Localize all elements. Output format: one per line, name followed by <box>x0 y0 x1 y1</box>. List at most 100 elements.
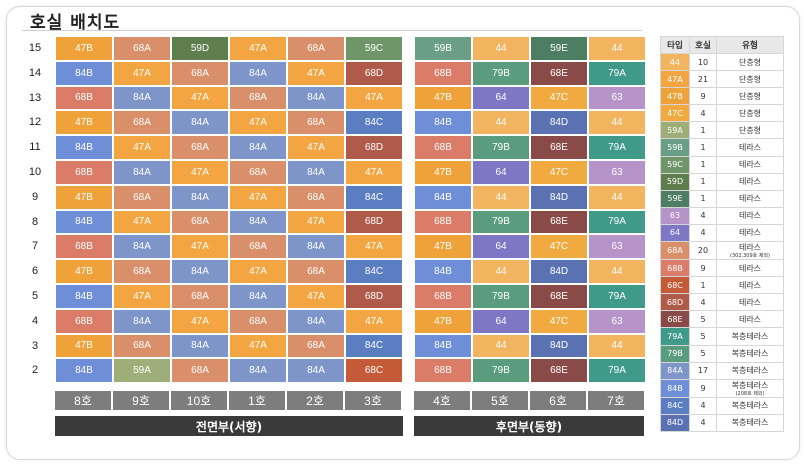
room-cell[interactable]: 47A <box>171 308 229 334</box>
room-cell[interactable]: 68C <box>345 358 403 384</box>
room-cell[interactable]: 68A <box>113 259 171 284</box>
room-cell[interactable]: 84A <box>113 85 171 111</box>
room-cell[interactable]: 47A <box>113 135 171 160</box>
room-cell[interactable]: 84C <box>345 184 403 210</box>
room-cell[interactable]: 64 <box>472 308 530 334</box>
room-cell[interactable]: 84A <box>229 135 287 160</box>
room-cell[interactable]: 84D <box>530 110 588 136</box>
room-cell[interactable]: 68B <box>414 135 472 160</box>
room-cell[interactable]: 47A <box>345 234 403 260</box>
room-cell[interactable]: 47A <box>171 160 229 185</box>
room-cell[interactable]: 84A <box>171 184 229 210</box>
room-cell[interactable]: 47A <box>113 284 171 309</box>
room-cell[interactable]: 68B <box>414 284 472 309</box>
room-cell[interactable]: 68B <box>414 60 472 86</box>
room-cell[interactable]: 84A <box>229 209 287 235</box>
room-cell[interactable]: 68E <box>530 358 588 384</box>
room-cell[interactable]: 47C <box>530 160 588 185</box>
room-cell[interactable]: 64 <box>472 160 530 185</box>
room-cell[interactable]: 47A <box>229 259 287 284</box>
room-cell[interactable]: 44 <box>472 184 530 210</box>
room-cell[interactable]: 47B <box>414 160 472 185</box>
room-cell[interactable]: 84B <box>55 60 113 86</box>
room-cell[interactable]: 47B <box>414 234 472 260</box>
room-cell[interactable]: 79B <box>472 60 530 86</box>
room-cell[interactable]: 84A <box>229 60 287 86</box>
room-cell[interactable]: 68D <box>345 135 403 160</box>
room-cell[interactable]: 63 <box>588 85 646 111</box>
room-cell[interactable]: 68A <box>229 160 287 185</box>
room-cell[interactable]: 68E <box>530 135 588 160</box>
room-cell[interactable]: 47C <box>530 234 588 260</box>
room-cell[interactable]: 68B <box>414 358 472 384</box>
room-cell[interactable]: 84B <box>414 259 472 284</box>
room-cell[interactable]: 84A <box>171 333 229 359</box>
room-cell[interactable]: 44 <box>588 259 646 284</box>
room-cell[interactable]: 84B <box>55 135 113 160</box>
room-cell[interactable]: 79A <box>588 60 646 86</box>
room-cell[interactable]: 68E <box>530 60 588 86</box>
room-cell[interactable]: 84A <box>287 160 345 185</box>
room-cell[interactable]: 59B <box>414 36 472 61</box>
room-cell[interactable]: 68A <box>287 110 345 136</box>
room-cell[interactable]: 47A <box>171 85 229 111</box>
room-cell[interactable]: 68E <box>530 209 588 235</box>
room-cell[interactable]: 47B <box>55 259 113 284</box>
room-cell[interactable]: 84D <box>530 259 588 284</box>
room-cell[interactable]: 68A <box>287 184 345 210</box>
room-cell[interactable]: 44 <box>472 36 530 61</box>
room-cell[interactable]: 84A <box>171 110 229 136</box>
room-cell[interactable]: 47A <box>113 209 171 235</box>
room-cell[interactable]: 84B <box>414 110 472 136</box>
room-cell[interactable]: 47A <box>229 110 287 136</box>
room-cell[interactable]: 63 <box>588 234 646 260</box>
room-cell[interactable]: 47A <box>229 36 287 61</box>
room-cell[interactable]: 84A <box>113 308 171 334</box>
room-cell[interactable]: 59E <box>530 36 588 61</box>
room-cell[interactable]: 68A <box>113 333 171 359</box>
room-cell[interactable]: 79B <box>472 209 530 235</box>
room-cell[interactable]: 47B <box>55 333 113 359</box>
room-cell[interactable]: 68E <box>530 284 588 309</box>
room-cell[interactable]: 64 <box>472 85 530 111</box>
room-cell[interactable]: 84D <box>530 184 588 210</box>
room-cell[interactable]: 68B <box>55 85 113 111</box>
room-cell[interactable]: 68A <box>171 135 229 160</box>
room-cell[interactable]: 47A <box>171 234 229 260</box>
room-cell[interactable]: 44 <box>472 333 530 359</box>
room-cell[interactable]: 44 <box>588 184 646 210</box>
room-cell[interactable]: 68A <box>229 234 287 260</box>
room-cell[interactable]: 59D <box>171 36 229 61</box>
room-cell[interactable]: 84A <box>229 358 287 384</box>
room-cell[interactable]: 84A <box>287 358 345 384</box>
room-cell[interactable]: 84D <box>530 333 588 359</box>
room-cell[interactable]: 84A <box>113 160 171 185</box>
room-cell[interactable]: 79B <box>472 358 530 384</box>
room-cell[interactable]: 47B <box>55 184 113 210</box>
room-cell[interactable]: 47A <box>229 184 287 210</box>
room-cell[interactable]: 68D <box>345 60 403 86</box>
room-cell[interactable]: 47B <box>414 85 472 111</box>
room-cell[interactable]: 47C <box>530 85 588 111</box>
room-cell[interactable]: 59C <box>345 36 403 61</box>
room-cell[interactable]: 68B <box>55 308 113 334</box>
room-cell[interactable]: 68D <box>345 284 403 309</box>
room-cell[interactable]: 84A <box>287 308 345 334</box>
room-cell[interactable]: 68A <box>113 36 171 61</box>
room-cell[interactable]: 79A <box>588 135 646 160</box>
room-cell[interactable]: 68A <box>113 110 171 136</box>
room-cell[interactable]: 47B <box>414 308 472 334</box>
room-cell[interactable]: 84B <box>414 333 472 359</box>
room-cell[interactable]: 68B <box>55 234 113 260</box>
room-cell[interactable]: 84C <box>345 333 403 359</box>
room-cell[interactable]: 84A <box>287 234 345 260</box>
room-cell[interactable]: 68B <box>55 160 113 185</box>
room-cell[interactable]: 44 <box>588 110 646 136</box>
room-cell[interactable]: 68A <box>171 209 229 235</box>
room-cell[interactable]: 68A <box>171 60 229 86</box>
room-cell[interactable]: 47A <box>287 284 345 309</box>
room-cell[interactable]: 64 <box>472 234 530 260</box>
room-cell[interactable]: 47C <box>530 308 588 334</box>
room-cell[interactable]: 68A <box>287 36 345 61</box>
room-cell[interactable]: 47A <box>287 135 345 160</box>
